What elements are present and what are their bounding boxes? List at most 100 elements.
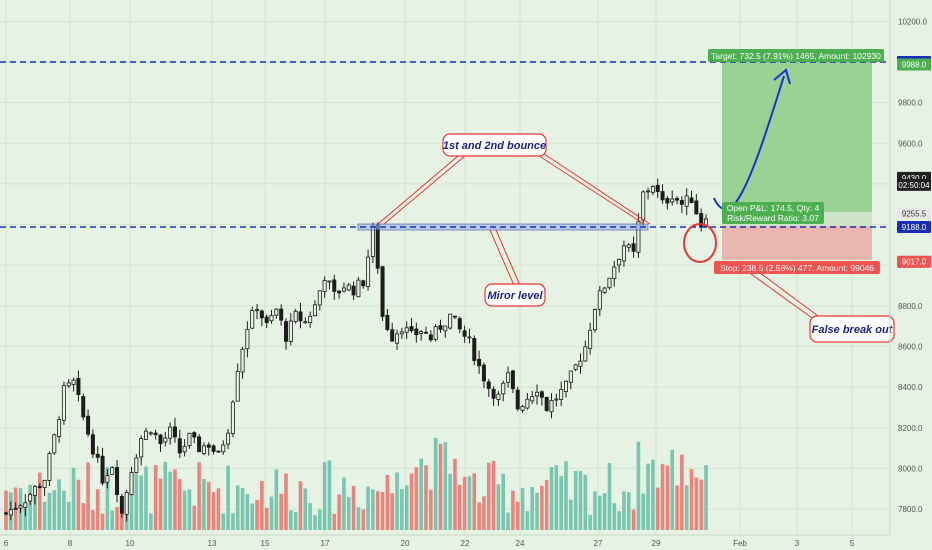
volume-bar [414, 467, 419, 530]
candle-body [486, 381, 491, 389]
volume-bar [554, 465, 559, 530]
candle-body [341, 287, 346, 292]
candle-body [47, 453, 52, 481]
volume-bar [4, 490, 8, 530]
candle-body [327, 280, 332, 283]
stop-zone [722, 226, 872, 260]
volume-bar [530, 486, 535, 530]
volume-bar [33, 490, 37, 530]
x-tick-label: 13 [208, 539, 217, 548]
volume-bar [134, 473, 139, 530]
volume-bar [279, 493, 283, 530]
volume-bar [525, 511, 530, 530]
volume-bar [42, 501, 47, 530]
volume-bar [264, 507, 269, 530]
candle-body [279, 308, 284, 321]
y-tick-label: 9600.0 [898, 139, 923, 148]
volume-bar [433, 437, 438, 530]
candle-body [317, 290, 322, 306]
volume-bar [153, 465, 158, 530]
candle-body [626, 244, 631, 248]
candle-body [501, 382, 506, 395]
volume-bar [95, 489, 100, 530]
open-pl-text: Open P&L: 174.5, Qty: 4 [727, 203, 820, 213]
candle-body [602, 287, 607, 293]
volume-bar [665, 465, 670, 530]
candle-body [607, 277, 612, 289]
candle-body [57, 419, 62, 438]
candle-body [288, 320, 293, 342]
volume-bar [168, 471, 172, 530]
candle-body [670, 198, 675, 203]
volume-bar [626, 492, 631, 530]
time-axis[interactable]: 6 8 10 13 15 17 20 22 24 27 29 Feb 3 5 [4, 539, 855, 548]
risk-reward-text: Risk/Reward Ratio: 3.07 [727, 213, 819, 223]
candle-body [293, 310, 298, 323]
volume-bar [71, 467, 76, 530]
candle-body [399, 331, 404, 335]
candle-body [631, 243, 636, 252]
candle-body [129, 472, 134, 495]
candle-body [37, 486, 42, 488]
candle-body [370, 225, 375, 257]
volume-bar [293, 512, 298, 530]
candle-body [655, 184, 660, 192]
x-tick-label: Feb [733, 539, 747, 548]
volume-bar [332, 513, 337, 530]
candle-body [259, 310, 264, 319]
volume-bar [636, 441, 641, 530]
volume-bar [559, 476, 563, 530]
volume-bar [472, 473, 477, 530]
volume-bar [274, 469, 279, 530]
volume-bar [149, 513, 153, 530]
candle-body [8, 509, 13, 516]
volume-bar [641, 493, 646, 530]
candle-body [250, 310, 255, 329]
volume-bar [327, 460, 332, 530]
candle-body [42, 479, 47, 488]
false-break-annotation-box [809, 315, 895, 343]
candle-body [467, 336, 472, 339]
candle-body [28, 494, 33, 502]
volume-bar [438, 443, 443, 530]
candle-body [404, 327, 409, 333]
volume-bar [491, 460, 496, 530]
volume-bar [612, 503, 617, 530]
volume-bar [506, 512, 510, 530]
volume-bar [250, 503, 255, 530]
candle-body [385, 314, 390, 330]
x-tick-label: 22 [461, 539, 470, 548]
volume-bar [298, 481, 303, 530]
volume-bar [100, 513, 105, 530]
candle-body [636, 221, 641, 253]
volume-bar [646, 463, 650, 530]
y-tick-label: 7800.0 [898, 505, 923, 514]
volume-bar [400, 489, 404, 530]
volume-bar [694, 477, 699, 530]
price-label-text: 9988.0 [902, 60, 927, 69]
miror-annotation-box [484, 283, 546, 307]
candle-body [221, 444, 226, 453]
candle-body [506, 372, 511, 383]
false-break-circle [683, 223, 717, 263]
volume-bar [144, 466, 148, 530]
volume-bar [549, 467, 554, 530]
candle-body [148, 432, 153, 435]
candle-body [689, 197, 694, 204]
candle-body [255, 309, 260, 312]
candle-body [462, 330, 467, 337]
price-label-box [897, 178, 931, 191]
bounce-annotation-box [442, 133, 547, 157]
volume-bar [564, 461, 568, 530]
volume-bar [235, 485, 240, 530]
volume-bar [607, 463, 612, 530]
volume-bar [317, 509, 322, 530]
candle-body [583, 346, 588, 362]
candle-body [197, 436, 202, 453]
candle-body [216, 450, 221, 453]
volume-bar [269, 496, 274, 530]
candle-body [472, 338, 477, 361]
x-tick-label: 29 [652, 539, 661, 548]
volume-bar [76, 479, 81, 530]
